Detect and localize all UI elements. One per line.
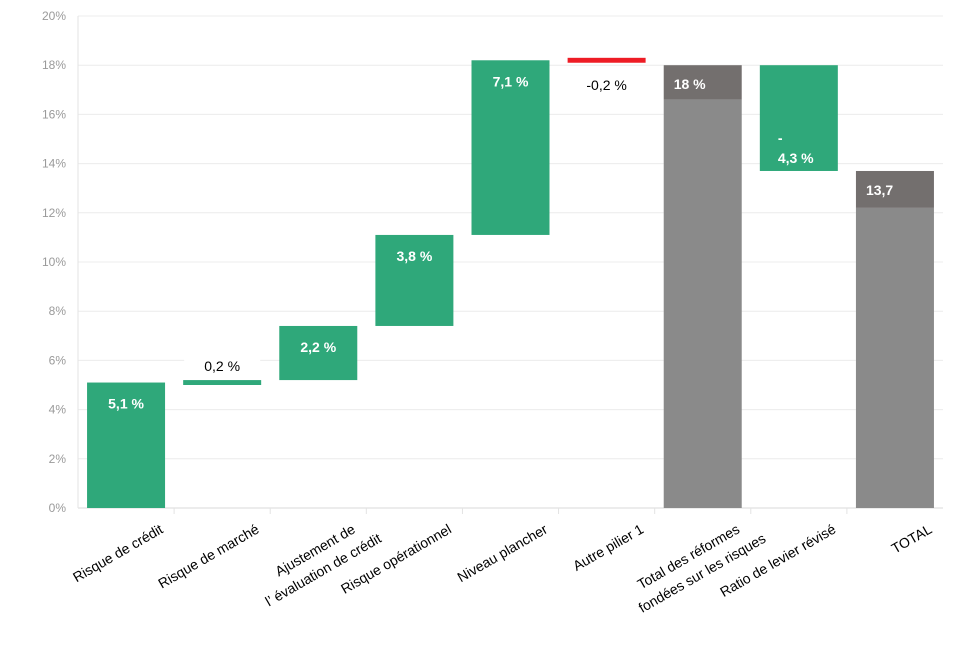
bar-increase: [759, 65, 838, 171]
x-tick-label: Niveau plancher: [454, 521, 550, 586]
bar-total-base: [855, 207, 934, 508]
x-tick-label: Risque de crédit: [70, 521, 166, 585]
y-tick-label: 12%: [42, 206, 66, 220]
y-tick-label: 18%: [42, 58, 66, 72]
bar-increase: [183, 380, 262, 385]
y-tick-label: 0%: [49, 501, 67, 515]
bar-group: 13,7: [855, 170, 934, 508]
bar-increase: [471, 60, 550, 235]
bar-group: -4,3 %: [759, 65, 838, 171]
bar-total-cap: [855, 170, 934, 208]
bar-group: 7,1 %: [471, 60, 550, 235]
data-label-bg: [184, 354, 261, 377]
y-tick-label: 16%: [42, 107, 66, 121]
data-label: 18 %: [674, 76, 706, 92]
bar-group: 3,8 %: [375, 234, 454, 326]
bar-group: 18 %: [663, 65, 742, 508]
y-tick-label: 10%: [42, 255, 66, 269]
bar-increase: [279, 325, 358, 381]
y-tick-label: 6%: [49, 353, 67, 367]
bar-decrease: [567, 57, 646, 63]
bar-group: 5,1 %: [87, 382, 166, 508]
data-label: -0,2 %: [586, 77, 626, 93]
bar-total-base: [663, 99, 742, 508]
y-tick-label: 8%: [49, 304, 67, 318]
data-label: 13,7: [866, 182, 893, 198]
data-label: 7,1 %: [493, 73, 529, 89]
bar-increase: [87, 382, 166, 508]
y-tick-label: 20%: [42, 9, 66, 23]
bars: 5,1 % 0,2 % 2,2 % 3,8 % 7,1 % -0,2 % 18 % -4,3 …: [87, 57, 934, 508]
x-tick-label: Total des réformesfondées sur les risque…: [625, 512, 768, 616]
y-tick-label: 2%: [49, 452, 67, 466]
data-label: 0,2 %: [204, 358, 240, 374]
y-tick-label: 14%: [42, 157, 66, 171]
x-tick-label: Autre pilier 1: [570, 521, 646, 574]
data-label: 5,1 %: [108, 396, 144, 412]
bar-group: 0,2 %: [183, 354, 262, 385]
bar-group: -0,2 %: [567, 57, 646, 93]
bar-total-cap: [663, 65, 742, 100]
bar-increase: [375, 234, 454, 326]
bar-group: 2,2 %: [279, 325, 358, 381]
y-axis: 0% 2% 4% 6% 8% 10% 12% 14% 16% 18% 20%: [42, 9, 79, 515]
x-tick-label: TOTAL: [888, 521, 934, 557]
data-label: -4,3 %: [778, 130, 814, 166]
data-label: 2,2 %: [300, 339, 336, 355]
y-tick-label: 4%: [49, 403, 67, 417]
x-tick-label: Ajustement del’ évaluation de crédit: [252, 512, 384, 610]
data-label: 3,8 %: [396, 248, 432, 264]
x-tick-label: Risque de marché: [155, 521, 262, 592]
